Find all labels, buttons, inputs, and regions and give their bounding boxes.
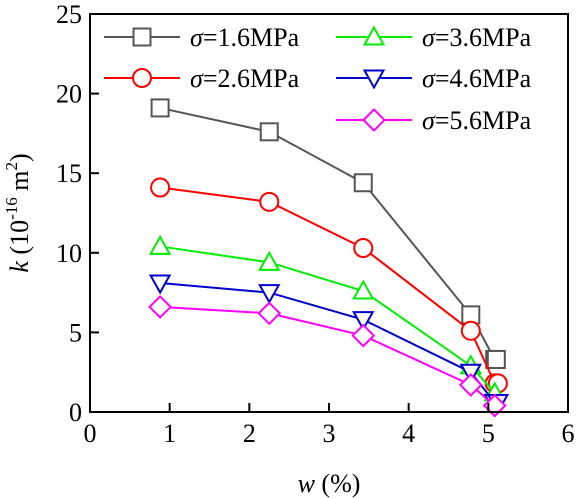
y-tick-label: 15 [56, 159, 82, 188]
y-tick-label: 25 [56, 0, 82, 29]
x-axis-symbol: w [298, 469, 316, 498]
legend-value: =2.6MPa [203, 64, 300, 93]
legend-item: σ=2.6MPa [104, 64, 300, 93]
legend-value: =1.6MPa [203, 23, 300, 52]
legend-marker [132, 27, 152, 47]
data-point [258, 250, 281, 271]
data-point [351, 323, 376, 348]
legend-item: σ=4.6MPa [336, 64, 532, 93]
series-2 [150, 177, 508, 394]
legend-marker [132, 68, 152, 88]
data-point [486, 349, 506, 369]
series-1 [150, 98, 506, 369]
data-point [148, 234, 172, 255]
y-ticks: 0 5 10 15 20 25 [56, 0, 99, 427]
legend-item: σ=1.6MPa [104, 23, 300, 52]
series-line [160, 305, 496, 407]
y-axis-unit: m [5, 171, 34, 198]
y-axis-unit-exponent: 2 [2, 162, 21, 171]
legend-label: σ=5.6MPa [422, 106, 532, 135]
legend-value: =4.6MPa [435, 64, 532, 93]
legend-item: σ=3.6MPa [336, 23, 532, 52]
x-ticks: 0 1 2 3 4 5 6 [84, 403, 575, 448]
x-tick-label: 5 [482, 419, 495, 448]
x-tick-label: 0 [84, 419, 97, 448]
y-axis-exponent: -16 [2, 197, 21, 220]
x-tick-label: 1 [163, 419, 176, 448]
data-point [148, 274, 172, 295]
legend-value: =3.6MPa [435, 23, 532, 52]
series-line [160, 282, 498, 404]
legend-symbol: σ [190, 64, 204, 93]
data-point [257, 301, 282, 326]
data-point [150, 98, 170, 118]
data-point [353, 173, 373, 193]
series-4 [148, 274, 510, 414]
y-axis-prefix: (10 [5, 220, 34, 261]
data-point [458, 373, 483, 397]
legend-marker [362, 108, 386, 132]
data-point [259, 122, 279, 142]
series-5 [148, 295, 507, 418]
y-tick-label: 10 [56, 239, 82, 268]
x-tick-label: 2 [243, 419, 256, 448]
y-tick-label: 5 [69, 318, 82, 347]
series-layer [148, 98, 510, 418]
y-axis-symbol: k [5, 261, 34, 273]
data-point [460, 320, 481, 341]
data-point [150, 177, 171, 198]
legend-marker [362, 25, 386, 46]
data-point [352, 279, 375, 300]
x-axis-label: w (%) [298, 469, 361, 498]
legend-symbol: σ [422, 23, 436, 52]
x-axis-unit: (%) [315, 469, 360, 498]
data-point [259, 191, 280, 212]
legend-item: σ=5.6MPa [336, 106, 532, 135]
x-tick-label: 3 [323, 419, 336, 448]
legend-symbol: σ [422, 64, 436, 93]
data-point [352, 311, 375, 332]
legend-symbol: σ [190, 23, 204, 52]
data-point [482, 393, 507, 418]
data-point [148, 295, 173, 319]
data-point [258, 284, 281, 305]
legend-marker [362, 69, 386, 90]
x-tick-label: 6 [562, 419, 575, 448]
legend-value: =5.6MPa [435, 106, 532, 135]
y-axis-label: k (10-16 m2) [2, 153, 34, 272]
x-tick-label: 4 [402, 419, 415, 448]
series-line [159, 245, 496, 394]
series-line [159, 106, 497, 361]
legend-label: σ=2.6MPa [190, 64, 300, 93]
y-tick-label: 0 [69, 398, 82, 427]
legend-label: σ=4.6MPa [422, 64, 532, 93]
data-point [353, 238, 374, 259]
legend-label: σ=1.6MPa [190, 23, 300, 52]
legend-label: σ=3.6MPa [422, 23, 532, 52]
y-axis-close: ) [5, 153, 34, 162]
legend-symbol: σ [422, 106, 436, 135]
y-tick-label: 20 [56, 80, 82, 109]
